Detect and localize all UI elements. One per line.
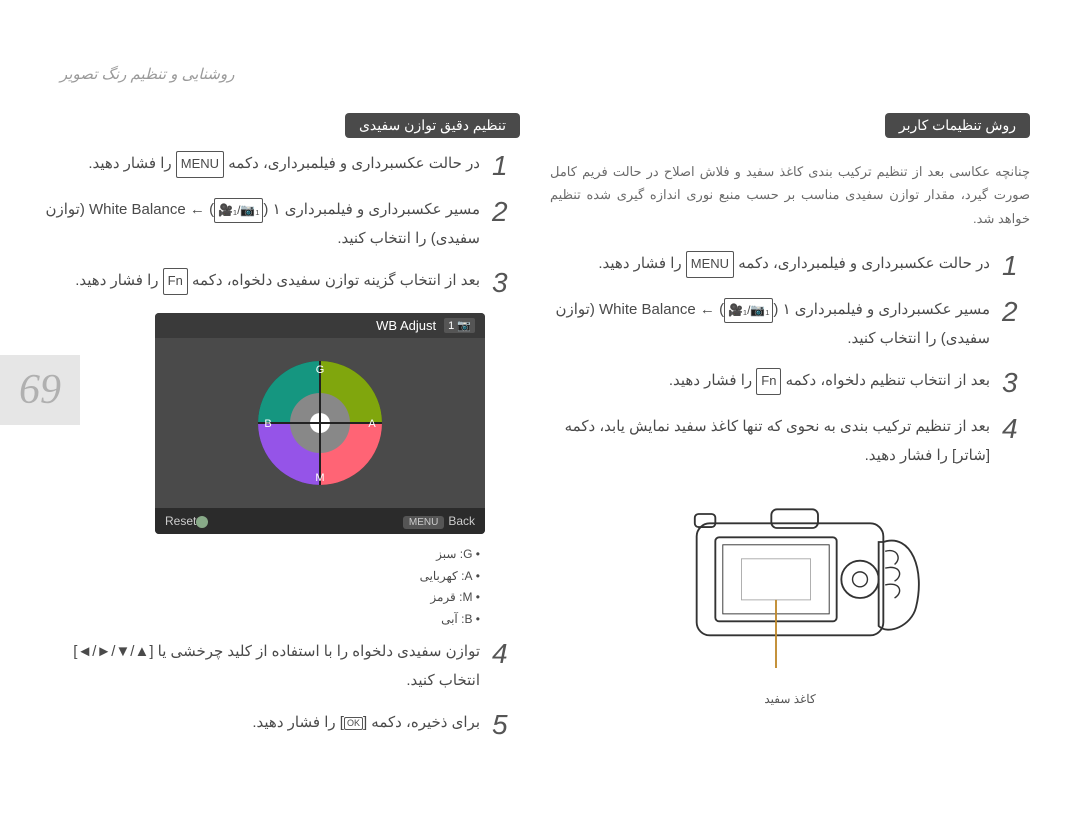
mode-badge: 📷 1 (444, 318, 475, 333)
svg-text:A: A (368, 418, 376, 430)
left-column: روش تنظیمات کاربر چنانچه عکاسی بعد از تن… (550, 113, 1030, 755)
svg-text:B: B (264, 418, 271, 430)
wb-wheel-area: G A M B (155, 338, 485, 508)
step-text: مسیر عکسبرداری و فیلمبرداری ۱ (🎥₁/📷₁) ← … (550, 296, 990, 353)
step-number: 1 (492, 150, 520, 182)
step-number: 3 (1002, 367, 1030, 399)
step-number: 4 (492, 638, 520, 670)
wb-screen-title: WB Adjust (376, 318, 436, 333)
wb-screen-header: 📷 1 WB Adjust (155, 313, 485, 338)
reset-label: Reset (165, 514, 196, 528)
wb-adjust-screen: 📷 1 WB Adjust (155, 313, 485, 534)
legend-item: A: کهربایی (40, 566, 480, 588)
legend-item: M: قرمز (40, 587, 480, 609)
latin-term: White Balance (599, 301, 696, 318)
step-item: 5 برای ذخیره، دکمه [OK] را فشار دهید. (40, 709, 520, 741)
step-item: 2 مسیر عکسبرداری و فیلمبرداری ۱ (🎥₁/📷₁) ←… (40, 196, 520, 253)
step-text: مسیر عکسبرداری و فیلمبرداری ۱ (🎥₁/📷₁) ← … (40, 196, 480, 253)
page-number-tab: 69 (0, 355, 80, 425)
key-fn: Fn (163, 268, 188, 295)
manual-page: روشنایی و تنظیم رنگ تصویر 69 تنظیم دقیق … (0, 0, 1080, 815)
step-item: 4 توازن سفیدی دلخواه را با استفاده از کلی… (40, 638, 520, 695)
arrow-keys-icon: ◄/►/▼/▲ (77, 643, 149, 660)
key-fn: Fn (756, 368, 781, 395)
mode-icon: 🎥₁/📷₁ (724, 298, 773, 323)
section-title-wb-adjust: تنظیم دقیق توازن سفیدی (345, 113, 520, 138)
section-title-user: روش تنظیمات کاربر (885, 113, 1030, 138)
step-item: 1 در حالت عکسبرداری و فیلمبرداری، دکمه ME… (40, 150, 520, 182)
step-number: 3 (492, 267, 520, 299)
step-text: بعد از تنظیم ترکیب بندی به نحوی که تنها … (550, 413, 990, 470)
mode-icon: 🎥₁/📷₁ (214, 198, 263, 223)
step-item: 3 بعد از انتخاب گزینه توازن سفیدی دلخواه،… (40, 267, 520, 299)
back-control: MENU Back (403, 514, 475, 528)
reset-control: Reset (165, 514, 212, 528)
step-text: برای ذخیره، دکمه [OK] را فشار دهید. (40, 709, 480, 738)
menu-button-label: MENU (403, 516, 444, 529)
step-item: 1 در حالت عکسبرداری و فیلمبرداری، دکمه ME… (550, 250, 1030, 282)
color-legend: G: سبزA: کهرباییM: قرمزB: آبی (40, 544, 480, 630)
right-column: تنظیم دقیق توازن سفیدی 1 در حالت عکسبردار… (40, 113, 520, 755)
step-text: در حالت عکسبرداری و فیلمبرداری، دکمه MEN… (550, 250, 990, 279)
steps-left: 1 در حالت عکسبرداری و فیلمبرداری، دکمه ME… (550, 250, 1030, 470)
svg-text:G: G (316, 364, 325, 376)
step-number: 2 (492, 196, 520, 228)
step-number: 1 (1002, 250, 1030, 282)
key-menu: MENU (686, 251, 734, 278)
back-label: Back (448, 514, 475, 528)
wb-color-wheel: G A M B (250, 353, 390, 493)
user-note: چنانچه عکاسی بعد از تنظیم ترکیب بندی کاغ… (550, 160, 1030, 230)
svg-text:M: M (315, 472, 324, 484)
step-text: بعد از انتخاب تنظیم دلخواه، دکمه Fn را ف… (550, 367, 990, 396)
step-item: 3 بعد از انتخاب تنظیم دلخواه، دکمه Fn را … (550, 367, 1030, 399)
content-columns: تنظیم دقیق توازن سفیدی 1 در حالت عکسبردار… (40, 113, 1030, 755)
step-item: 4 بعد از تنظیم ترکیب بندی به نحوی که تنها… (550, 413, 1030, 470)
step-text: در حالت عکسبرداری و فیلمبرداری، دکمه MEN… (40, 150, 480, 179)
steps-right-2: 4 توازن سفیدی دلخواه را با استفاده از کلی… (40, 638, 520, 741)
ok-dot-icon (196, 516, 208, 528)
latin-term: White Balance (89, 201, 186, 218)
step-number: 4 (1002, 413, 1030, 445)
legend-item: G: سبز (40, 544, 480, 566)
steps-right: 1 در حالت عکسبرداری و فیلمبرداری، دکمه ME… (40, 150, 520, 299)
camera-illustration: کاغذ سفید (550, 484, 1030, 706)
page-header: روشنایی و تنظیم رنگ تصویر (40, 65, 1030, 83)
step-number: 5 (492, 709, 520, 741)
ok-key-icon: OK (344, 717, 363, 730)
illustration-caption: کاغذ سفید (764, 692, 815, 706)
step-number: 2 (1002, 296, 1030, 328)
legend-item: B: آبی (40, 609, 480, 631)
step-text: توازن سفیدی دلخواه را با استفاده از کلید… (40, 638, 480, 695)
step-text: بعد از انتخاب گزینه توازن سفیدی دلخواه، … (40, 267, 480, 296)
step-item: 2 مسیر عکسبرداری و فیلمبرداری ۱ (🎥₁/📷₁) ←… (550, 296, 1030, 353)
key-menu: MENU (176, 151, 224, 178)
wb-screen-footer: MENU Back Reset (155, 508, 485, 534)
